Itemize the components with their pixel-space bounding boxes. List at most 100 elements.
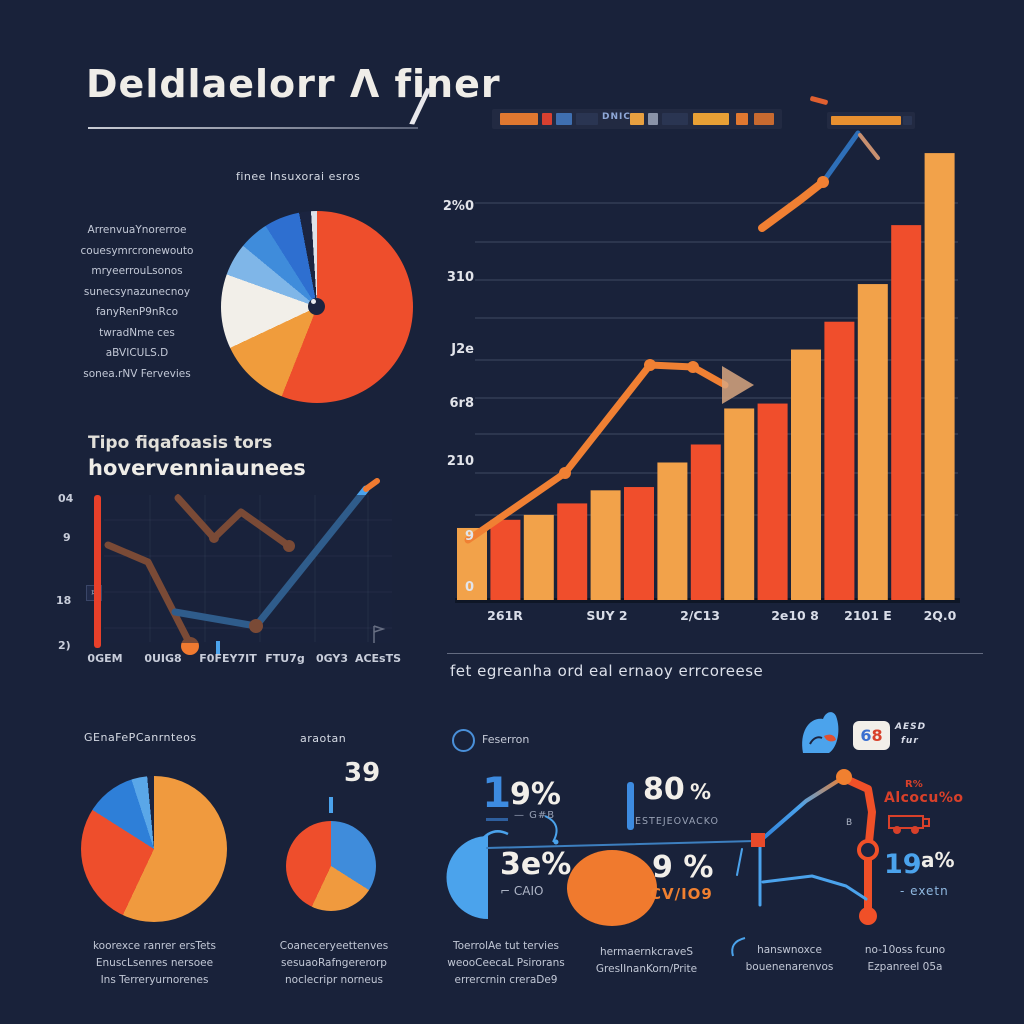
- bar-baseline: [455, 598, 960, 603]
- strip-segment: [500, 113, 538, 125]
- x-axis-category: 2e10 8: [771, 608, 819, 623]
- strip-segment: [831, 116, 901, 125]
- mid-x-label: F0FEY7IT: [199, 652, 257, 665]
- count-badge: 68: [853, 721, 890, 750]
- trend-dot: [687, 361, 699, 373]
- network-captions-right: no-10oss fcuno Ezpanreel 05a: [855, 942, 955, 976]
- y-axis-tick: 9: [464, 529, 474, 544]
- bird-wing-mark: [809, 736, 823, 745]
- pie-chart-b: [286, 821, 376, 911]
- top-pie-title: finee Insuxorai esros: [236, 170, 361, 183]
- bar: [523, 514, 554, 600]
- network-caption-line: Ezpanreel 05a: [867, 961, 943, 973]
- stats-captions-right: hermaernkcraveS GresIInanKorn/Prite: [584, 944, 709, 978]
- y-axis-tick: 2%0: [442, 199, 474, 214]
- network-edge: [758, 775, 846, 843]
- bar: [824, 321, 855, 600]
- pie-b-tick-mark: [329, 797, 333, 813]
- y-axis-tick: 210: [446, 454, 474, 469]
- line-chart-plot-area: [104, 495, 392, 643]
- legend-line: ArrenvuaYnorerroe: [87, 224, 187, 236]
- trend-dot-2: [817, 176, 829, 188]
- stats-label: Feserron: [482, 733, 530, 746]
- orange-blob-shape: [567, 850, 657, 926]
- red-note-superscript: R%: [905, 779, 923, 790]
- line-chart-title-2: hovervenniaunees: [88, 456, 306, 480]
- network-blue-sublabel: - exetn: [900, 884, 949, 898]
- strip-segment: [736, 113, 748, 125]
- trend-line-2: [758, 178, 827, 232]
- legend-line: aBVICULS.D: [105, 347, 169, 359]
- legend-line: twradNme ces: [99, 326, 175, 339]
- network-node-ring: [857, 839, 879, 861]
- network-caption-line: bouenenarenvos: [745, 961, 834, 973]
- bird-beak-icon: [824, 734, 836, 742]
- bar: [657, 462, 688, 600]
- legend-line: fanyRenP9nRco: [95, 306, 179, 318]
- network-edge: [842, 775, 876, 846]
- pie-a-caption-line: koorexce ranrer ersTets: [92, 940, 217, 952]
- x-axis-category: 2Q.0: [923, 608, 957, 623]
- bar: [690, 444, 721, 600]
- strip-label: DNIC: [602, 112, 631, 122]
- red-note: Alcocu%o: [884, 790, 964, 806]
- stats-caption-line: GresIInanKorn/Prite: [595, 963, 698, 975]
- truck-icon: [888, 815, 930, 834]
- pie-b-caption-line: noclecripr norneus: [284, 974, 383, 986]
- strip-segment: [542, 113, 552, 125]
- stat-1-value: 1: [482, 768, 512, 817]
- badge-glyph-top: AESD: [895, 722, 927, 732]
- badge-glyph-bottom: fur: [901, 736, 919, 746]
- doodle-arc-3: [731, 937, 746, 957]
- stat-1-sublabel: — G#B: [514, 810, 556, 821]
- strip-segment: [693, 113, 729, 125]
- network-node-glyph: B: [846, 818, 853, 828]
- title-underline: [88, 127, 418, 129]
- network-edge: [736, 848, 743, 876]
- stat-1-underline: [486, 818, 508, 821]
- stat-3-percent: %: [690, 780, 712, 804]
- mid-y-label: 9: [63, 531, 71, 544]
- badge-digit-1: 6: [860, 726, 872, 745]
- strip-segment: [648, 113, 658, 125]
- mid-x-label: FTU7g: [265, 652, 305, 665]
- mid-x-label: 0GEM: [87, 652, 123, 665]
- line-chart-title-1: Tipo fiqafoasis tors: [88, 433, 273, 453]
- mid-x-label: 0GY3: [315, 652, 349, 665]
- stat-2-percent: 3e%: [500, 847, 572, 882]
- pie-b-number: 39: [344, 758, 381, 788]
- doodle-arc-2: [544, 815, 558, 843]
- mid-x-label: 0UIG8: [144, 652, 182, 665]
- pie-b-captions: Coaneceryeettenves sesuaoRafngererorp nocl…: [268, 938, 400, 989]
- legend-line: couesymrcronewouto: [80, 244, 194, 257]
- network-edge: [486, 840, 756, 849]
- red-axis-bar: [94, 495, 101, 648]
- mid-x-label: ACEsTS: [354, 652, 402, 665]
- strip-segment: [662, 113, 688, 125]
- doodle-dot: [553, 839, 559, 845]
- bar: [624, 487, 654, 600]
- pie-chart-a: [81, 776, 227, 922]
- strip-segment: [576, 113, 598, 125]
- stats-caption-line: errercrnin creraDe9: [454, 974, 558, 986]
- x-axis-category: 261R: [487, 608, 523, 623]
- stats-captions-left: ToerrolAe tut tervies weooCeecaL Psiroran…: [436, 938, 576, 989]
- doodle-arc-1: [479, 830, 509, 843]
- page-title: Deldlaelorr Λ finer: [86, 62, 501, 106]
- pie-a-captions: koorexce ranrer ersTets EnuscLsenres ners…: [82, 938, 227, 989]
- x-axis-category: SUY 2: [586, 608, 628, 623]
- arrowhead: [722, 366, 754, 404]
- blue-tick-mark: [216, 641, 220, 654]
- caption-rule: [447, 653, 983, 654]
- half-disc-shape: [446, 836, 488, 919]
- pie-b-caption-line: Coaneceryeettenves: [279, 940, 389, 952]
- network-caption-line: no-10oss fcuno: [864, 944, 946, 956]
- stat-3-value: 80: [643, 772, 685, 807]
- network-node: [859, 907, 877, 925]
- network-node-square: [751, 833, 765, 847]
- bar: [857, 284, 888, 600]
- pie-a-caption-line: EnuscLsenres nersoee: [95, 957, 214, 969]
- stat-3-bar-icon: [627, 782, 634, 830]
- pie-a-caption-line: Ins Terreryurnorenes: [100, 974, 209, 986]
